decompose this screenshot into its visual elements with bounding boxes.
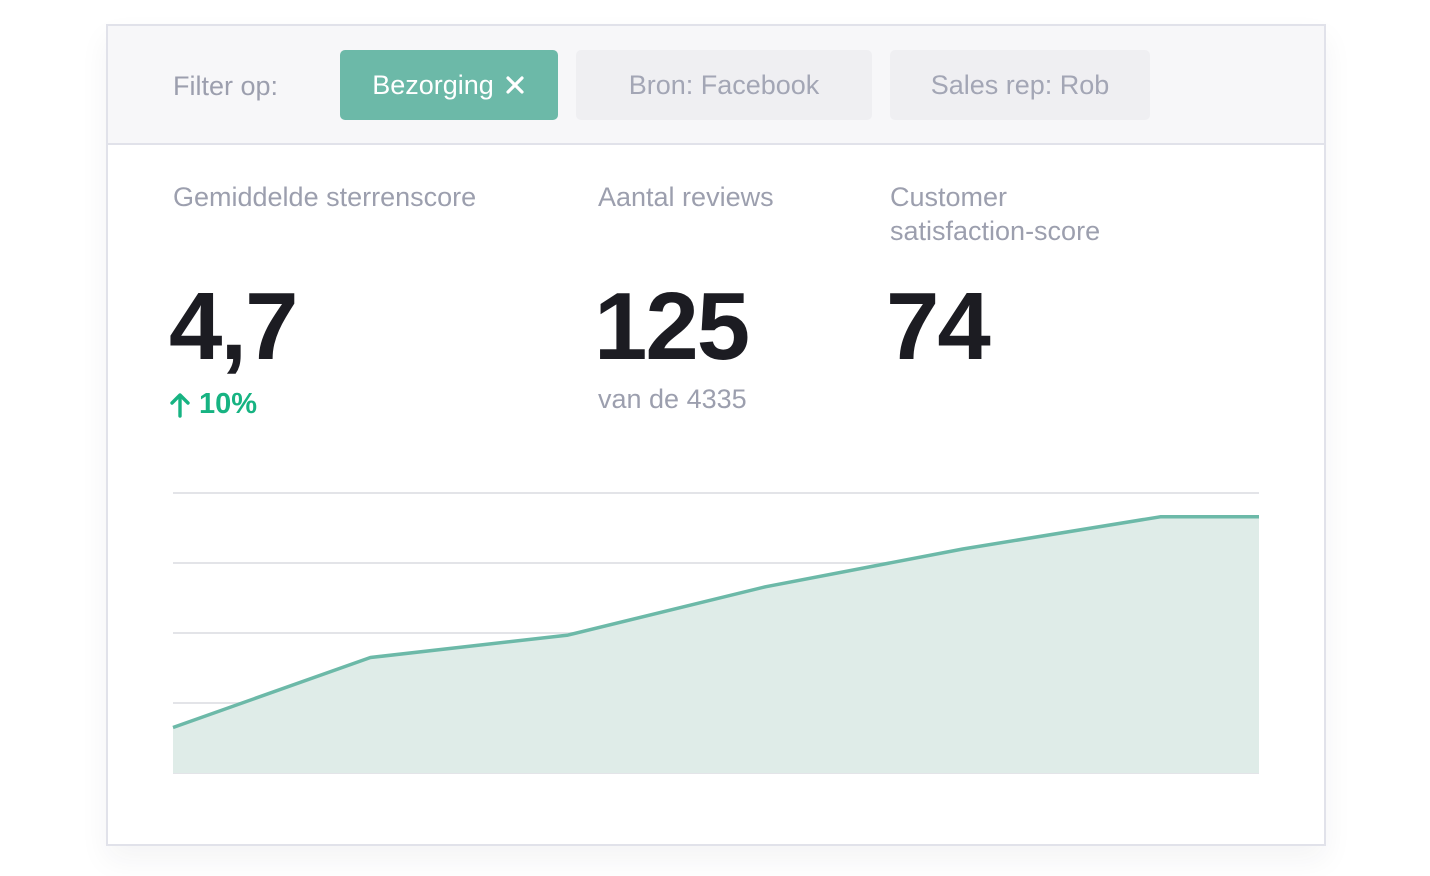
- metric-review-count: Aantal reviews 125 van de 4335: [594, 180, 774, 414]
- metric-title-line: Customer: [890, 182, 1008, 212]
- metric-subtitle: van de 4335: [598, 384, 747, 414]
- filter-chip-label: Bron: Facebook: [628, 70, 820, 100]
- metric-value: 125: [594, 273, 750, 380]
- area-chart: [172, 492, 1259, 774]
- arrow-up-icon: [170, 392, 190, 418]
- filter-chip-bezorging[interactable]: Bezorging: [340, 50, 558, 120]
- metric-title-line: satisfaction-score: [890, 216, 1101, 246]
- trend-value: 10%: [199, 388, 258, 420]
- metric-csat-score: Customer satisfaction-score 74: [886, 180, 1100, 380]
- filter-label: Filter op:: [173, 71, 279, 101]
- filter-chip-label: Sales rep: Rob: [930, 70, 1110, 100]
- trend-indicator: 10%: [169, 388, 257, 421]
- filter-bar: Filter op: Bezorging Bron: Facebook Sale…: [108, 26, 1324, 145]
- filter-chip-label: Bezorging: [372, 70, 494, 100]
- metric-value: 4,7: [169, 273, 298, 380]
- metric-title: Aantal reviews: [598, 182, 774, 212]
- metric-value: 74: [886, 273, 991, 380]
- area-fill: [173, 516, 1259, 773]
- filter-chip-bron-facebook[interactable]: Bron: Facebook: [576, 50, 872, 120]
- trend-chart: [172, 492, 1260, 776]
- close-icon[interactable]: [504, 74, 526, 96]
- series-line: [172, 515, 1259, 730]
- stats-card: Filter op: Bezorging Bron: Facebook Sale…: [106, 24, 1326, 846]
- metric-average-rating: Gemiddelde sterrenscore 4,7 10%: [169, 180, 477, 420]
- filter-chip-sales-rep[interactable]: Sales rep: Rob: [890, 50, 1150, 120]
- metric-title: Customer satisfaction-score: [890, 180, 1100, 248]
- metric-title: Gemiddelde sterrenscore: [173, 182, 477, 212]
